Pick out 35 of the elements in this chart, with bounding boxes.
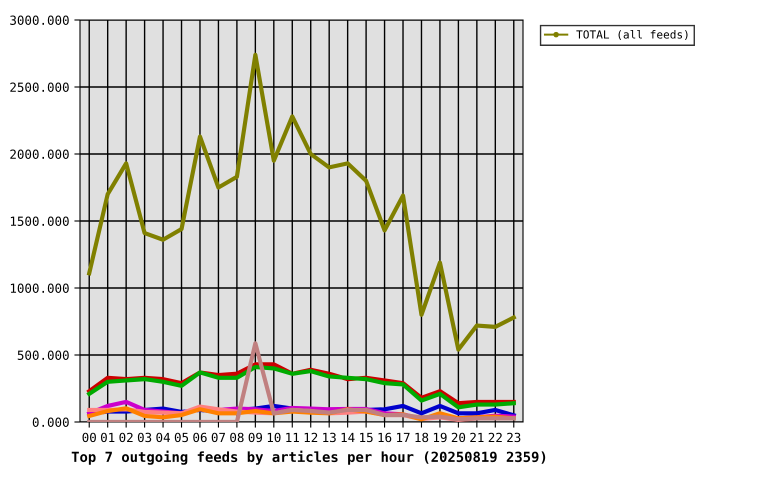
line-series — [87, 341, 516, 422]
x-tick-label: 19 — [434, 432, 447, 442]
x-tick-label: 09 — [248, 432, 262, 442]
text: Top 7 outgoing feeds by articles per hour (20250819 2359) — [72, 450, 546, 465]
y-tick-label: 2000.000 — [10, 150, 69, 159]
x-tick-label: 02 — [119, 432, 133, 442]
y-tick-label: 500.000 — [18, 350, 69, 360]
x-tick-label: 11 — [286, 432, 299, 442]
y-tick-label: 3000.000 — [10, 16, 69, 25]
x-tick-label: 08 — [230, 432, 244, 442]
x-tick-label: 16 — [378, 432, 392, 442]
x-tick-label: 23 — [507, 432, 520, 442]
x-tick-label: 12 — [304, 432, 318, 442]
y-tick-label: 0.000 — [32, 418, 69, 427]
x-tick-label: 21 — [470, 432, 484, 442]
y-tick-label: 2500.000 — [10, 82, 69, 92]
line-series — [87, 52, 516, 352]
x-tick-label: 01 — [100, 432, 114, 442]
legend-label: TOTAL (all feeds) — [576, 30, 688, 40]
x-tick-label: 10 — [268, 432, 281, 442]
x-tick-label: 07 — [212, 432, 226, 442]
x-tick-label: 20 — [452, 432, 466, 442]
x-tick-label: 14 — [342, 432, 355, 442]
x-tick-label: 13 — [323, 432, 336, 442]
x-tick-label: 00 — [82, 432, 96, 442]
x-tick-label: 06 — [193, 432, 207, 442]
x-tick-label: 04 — [156, 432, 170, 442]
y-tick-label: 1500.000 — [10, 216, 69, 226]
x-tick-label: 18 — [415, 432, 428, 442]
y-tick-label: 1000.000 — [10, 284, 69, 293]
x-tick-label: 03 — [138, 432, 152, 442]
x-tick-label: 17 — [396, 432, 410, 442]
x-tick-label: 15 — [360, 432, 373, 442]
x-tick-label: 05 — [174, 432, 188, 442]
x-tick-label: 22 — [488, 432, 502, 442]
